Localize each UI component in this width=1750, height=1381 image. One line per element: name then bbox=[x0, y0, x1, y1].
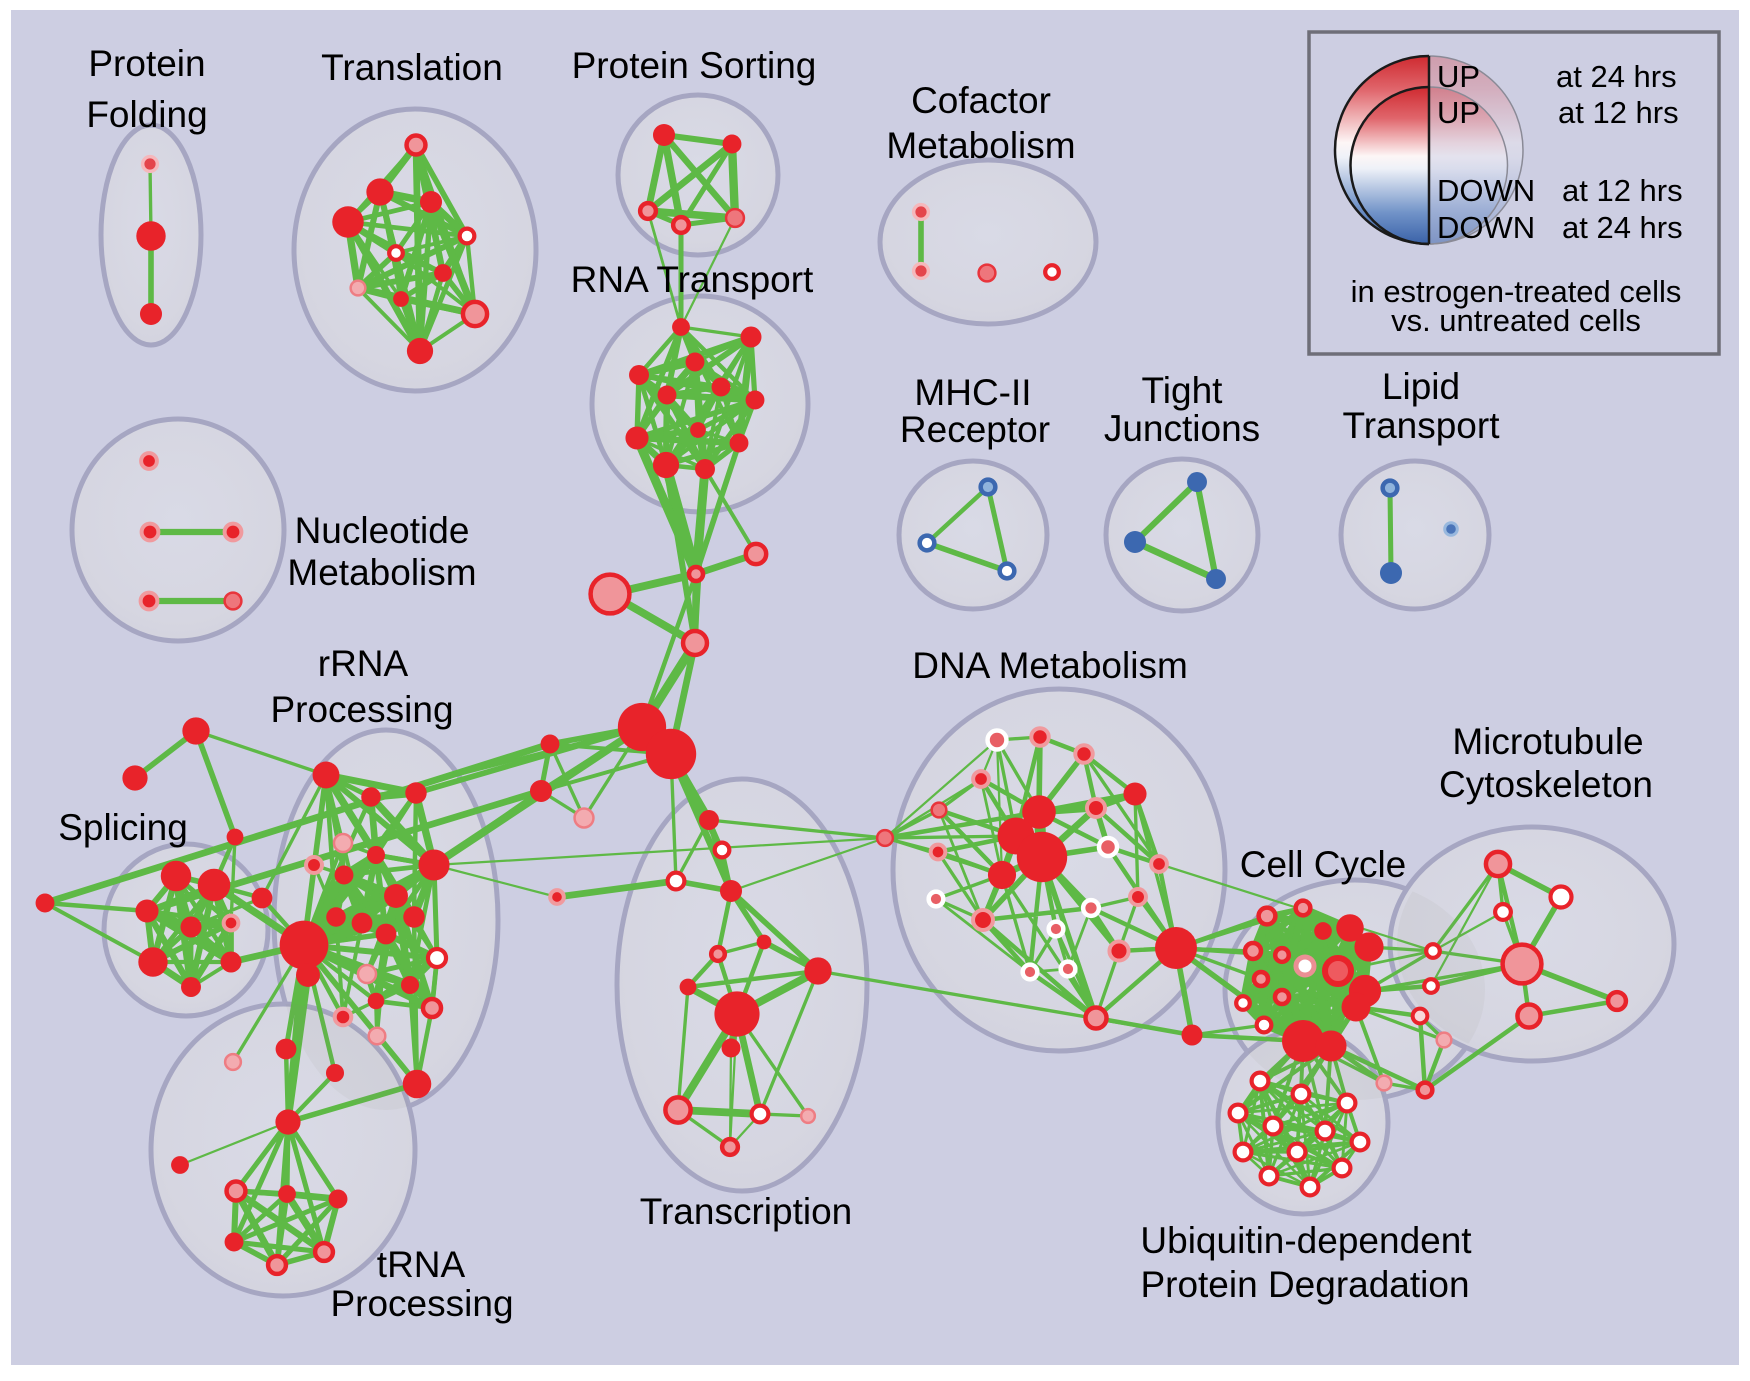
svg-text:Cytoskeleton: Cytoskeleton bbox=[1439, 764, 1653, 805]
svg-text:at 24 hrs: at 24 hrs bbox=[1556, 59, 1677, 94]
svg-text:Microtubule: Microtubule bbox=[1452, 721, 1643, 762]
svg-text:Lipid: Lipid bbox=[1382, 366, 1460, 407]
svg-text:DOWN: DOWN bbox=[1437, 210, 1535, 245]
svg-text:Cell Cycle: Cell Cycle bbox=[1240, 844, 1407, 885]
svg-text:Splicing: Splicing bbox=[58, 807, 188, 848]
svg-text:Protein Sorting: Protein Sorting bbox=[572, 45, 817, 86]
svg-text:Receptor: Receptor bbox=[900, 409, 1050, 450]
svg-text:RNA Transport: RNA Transport bbox=[571, 259, 814, 300]
svg-text:Processing: Processing bbox=[330, 1283, 513, 1324]
svg-text:Folding: Folding bbox=[86, 94, 207, 135]
svg-text:at 24 hrs: at 24 hrs bbox=[1562, 210, 1683, 245]
svg-text:tRNA: tRNA bbox=[377, 1244, 466, 1285]
svg-text:DNA Metabolism: DNA Metabolism bbox=[912, 645, 1188, 686]
svg-text:vs. untreated cells: vs. untreated cells bbox=[1391, 303, 1641, 338]
svg-text:Processing: Processing bbox=[270, 689, 453, 730]
svg-text:Ubiquitin-dependent: Ubiquitin-dependent bbox=[1140, 1220, 1472, 1261]
svg-text:Cofactor: Cofactor bbox=[911, 80, 1051, 121]
svg-text:Tight: Tight bbox=[1142, 370, 1224, 411]
svg-text:Translation: Translation bbox=[321, 47, 503, 88]
svg-text:at 12 hrs: at 12 hrs bbox=[1558, 95, 1679, 130]
svg-text:MHC-II: MHC-II bbox=[914, 372, 1031, 413]
svg-text:UP: UP bbox=[1437, 59, 1480, 94]
svg-text:Transport: Transport bbox=[1343, 405, 1501, 446]
svg-text:in estrogen-treated cells: in estrogen-treated cells bbox=[1351, 274, 1682, 309]
svg-text:Protein: Protein bbox=[88, 43, 205, 84]
svg-text:Protein Degradation: Protein Degradation bbox=[1140, 1264, 1469, 1305]
svg-text:Nucleotide: Nucleotide bbox=[295, 510, 470, 551]
svg-text:Junctions: Junctions bbox=[1104, 408, 1260, 449]
svg-text:UP: UP bbox=[1437, 95, 1480, 130]
svg-text:DOWN: DOWN bbox=[1437, 173, 1535, 208]
svg-text:Metabolism: Metabolism bbox=[287, 552, 476, 593]
svg-text:at 12 hrs: at 12 hrs bbox=[1562, 173, 1683, 208]
svg-text:Transcription: Transcription bbox=[640, 1191, 852, 1232]
svg-text:rRNA: rRNA bbox=[318, 643, 409, 684]
svg-text:Metabolism: Metabolism bbox=[886, 125, 1075, 166]
